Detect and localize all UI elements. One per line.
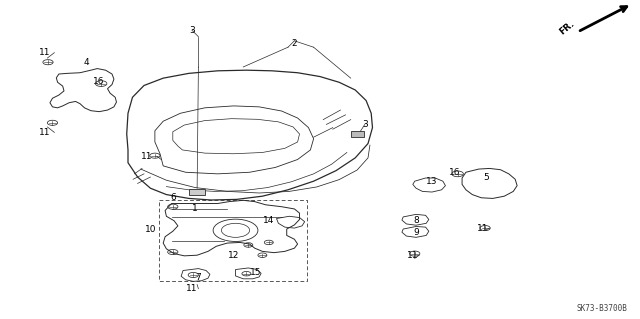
Text: 5: 5 bbox=[484, 173, 489, 182]
Text: 2: 2 bbox=[292, 39, 297, 48]
Text: 6: 6 bbox=[170, 193, 175, 202]
Text: 11: 11 bbox=[186, 284, 198, 293]
Text: 16: 16 bbox=[93, 77, 105, 86]
Text: 7: 7 bbox=[196, 273, 201, 282]
Bar bbox=[351, 131, 364, 137]
Text: 3: 3 bbox=[189, 26, 195, 35]
Text: 12: 12 bbox=[228, 251, 239, 260]
Text: 11: 11 bbox=[39, 48, 51, 57]
Text: 11: 11 bbox=[407, 251, 419, 260]
Text: 13: 13 bbox=[426, 177, 438, 186]
Text: 4: 4 bbox=[84, 58, 89, 67]
Text: SK73-B3700B: SK73-B3700B bbox=[577, 304, 627, 313]
Bar bbox=[189, 189, 205, 195]
Text: 11: 11 bbox=[141, 152, 153, 161]
Text: 11: 11 bbox=[477, 224, 489, 233]
Text: 3: 3 bbox=[362, 120, 367, 129]
Text: 9: 9 bbox=[413, 228, 419, 237]
Text: 10: 10 bbox=[145, 225, 156, 234]
Text: 14: 14 bbox=[263, 216, 275, 225]
Text: 11: 11 bbox=[39, 128, 51, 137]
Text: 16: 16 bbox=[449, 168, 460, 177]
Text: 1: 1 bbox=[193, 204, 198, 213]
Text: 8: 8 bbox=[413, 216, 419, 225]
Text: 15: 15 bbox=[250, 268, 262, 277]
